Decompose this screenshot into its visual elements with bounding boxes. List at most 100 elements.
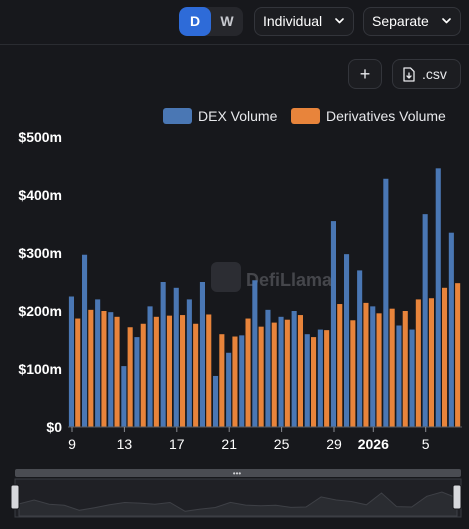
bar-dex-volume[interactable] (213, 375, 219, 427)
watermark-logo (211, 262, 241, 292)
bar-derivatives-volume[interactable] (363, 302, 369, 427)
bar-derivatives-volume[interactable] (219, 334, 225, 427)
x-tick-label: 25 (274, 436, 290, 452)
bar-dex-volume[interactable] (435, 168, 441, 427)
bar-dex-volume[interactable] (160, 282, 166, 427)
csv-button-label: .csv (422, 66, 447, 82)
bar-dex-volume[interactable] (291, 311, 297, 427)
range-brush[interactable]: ••• (10, 469, 462, 518)
x-tick-label: 5 (422, 436, 430, 452)
bar-derivatives-volume[interactable] (258, 326, 264, 427)
y-tick-label: $400m (18, 187, 62, 203)
x-tick-label: 13 (117, 436, 133, 452)
bar-derivatives-volume[interactable] (75, 318, 81, 427)
bar-derivatives-volume[interactable] (206, 314, 212, 427)
bar-derivatives-volume[interactable] (232, 336, 238, 427)
brush-left-handle[interactable] (10, 484, 20, 510)
bar-dex-volume[interactable] (357, 270, 363, 427)
bar-dex-volume[interactable] (108, 312, 114, 427)
bar-derivatives-volume[interactable] (180, 315, 186, 427)
bar-dex-volume[interactable] (383, 178, 389, 427)
bar-dex-volume[interactable] (121, 366, 127, 427)
bar-derivatives-volume[interactable] (402, 311, 408, 427)
bar-derivatives-volume[interactable] (140, 323, 146, 427)
bar-dex-volume[interactable] (317, 329, 323, 427)
bar-derivatives-volume[interactable] (376, 313, 382, 427)
bar-derivatives-volume[interactable] (428, 298, 434, 427)
bar-dex-volume[interactable] (95, 299, 101, 427)
bar-dex-volume[interactable] (330, 221, 336, 427)
bar-derivatives-volume[interactable] (297, 315, 303, 427)
period-toggle: D W (179, 7, 243, 36)
bar-dex-volume[interactable] (173, 287, 179, 427)
bar-dex-volume[interactable] (422, 214, 428, 427)
chevron-down-icon (442, 18, 451, 24)
y-tick-label: $500m (18, 129, 62, 145)
layout-select[interactable]: Separate (363, 7, 461, 36)
bar-derivatives-volume[interactable] (455, 283, 461, 427)
add-button[interactable]: + (348, 59, 382, 89)
bar-derivatives-volume[interactable] (245, 318, 251, 427)
bar-derivatives-volume[interactable] (350, 320, 356, 427)
bar-dex-volume[interactable] (265, 309, 271, 427)
bar-derivatives-volume[interactable] (166, 315, 172, 427)
bar-dex-volume[interactable] (239, 335, 245, 427)
bar-dex-volume[interactable] (396, 325, 402, 428)
y-tick-label: $100m (18, 361, 62, 377)
brush-right-handle[interactable] (452, 484, 462, 510)
bar-derivatives-volume[interactable] (337, 304, 343, 427)
legend-swatch-derivatives (291, 108, 320, 124)
x-tick-label: 2026 (358, 436, 389, 452)
bar-dex-volume[interactable] (226, 352, 232, 427)
y-tick-label: $0 (46, 419, 62, 435)
brush-top-handle-bar[interactable] (15, 469, 461, 477)
bar-derivatives-volume[interactable] (193, 323, 199, 427)
bar-series (68, 168, 461, 428)
defillama-watermark: DefiLlama (211, 262, 333, 292)
bar-derivatives-volume[interactable] (389, 308, 395, 427)
y-axis: $0 $100m $200m $300m $400m $500m (18, 129, 62, 435)
bar-dex-volume[interactable] (304, 334, 310, 427)
y-tick-label: $200m (18, 303, 62, 319)
mode-select-value: Individual (263, 13, 323, 29)
legend-label-dex: DEX Volume (198, 108, 278, 124)
mode-select[interactable]: Individual (254, 7, 354, 36)
bar-dex-volume[interactable] (278, 316, 284, 427)
toolbar-divider (0, 44, 469, 45)
bar-dex-volume[interactable] (370, 306, 376, 427)
bar-dex-volume[interactable] (344, 254, 350, 427)
period-weekly-button[interactable]: W (220, 13, 234, 29)
bar-derivatives-volume[interactable] (153, 316, 159, 427)
bar-derivatives-volume[interactable] (284, 319, 290, 427)
legend-label-derivatives: Derivatives Volume (326, 108, 446, 124)
watermark-text: DefiLlama (246, 270, 333, 290)
bar-dex-volume[interactable] (199, 282, 205, 427)
bar-derivatives-volume[interactable] (88, 309, 94, 427)
x-tick-label: 21 (221, 436, 237, 452)
bar-dex-volume[interactable] (68, 296, 74, 428)
x-tick-label: 9 (68, 436, 76, 452)
bar-dex-volume[interactable] (252, 280, 258, 427)
bar-derivatives-volume[interactable] (271, 322, 277, 427)
bar-dex-volume[interactable] (448, 232, 454, 427)
x-axis: 9 13 17 21 25 29 2026 5 (68, 427, 430, 452)
period-daily-button[interactable]: D (179, 7, 211, 36)
csv-download-button[interactable]: .csv (392, 59, 461, 89)
brush-grip-icon[interactable]: ••• (233, 469, 242, 478)
bar-derivatives-volume[interactable] (415, 299, 421, 427)
bar-dex-volume[interactable] (134, 337, 140, 427)
legend-swatch-dex (163, 108, 192, 124)
bar-dex-volume[interactable] (147, 306, 153, 427)
bar-dex-volume[interactable] (186, 299, 192, 427)
bar-derivatives-volume[interactable] (114, 316, 120, 427)
layout-select-value: Separate (372, 13, 429, 29)
bar-dex-volume[interactable] (82, 254, 88, 427)
bar-derivatives-volume[interactable] (101, 311, 107, 427)
bar-derivatives-volume[interactable] (127, 327, 133, 427)
y-tick-label: $300m (18, 245, 62, 261)
bar-derivatives-volume[interactable] (311, 337, 317, 427)
bar-dex-volume[interactable] (409, 329, 415, 427)
bar-derivatives-volume[interactable] (324, 330, 330, 427)
bar-derivatives-volume[interactable] (442, 287, 448, 427)
